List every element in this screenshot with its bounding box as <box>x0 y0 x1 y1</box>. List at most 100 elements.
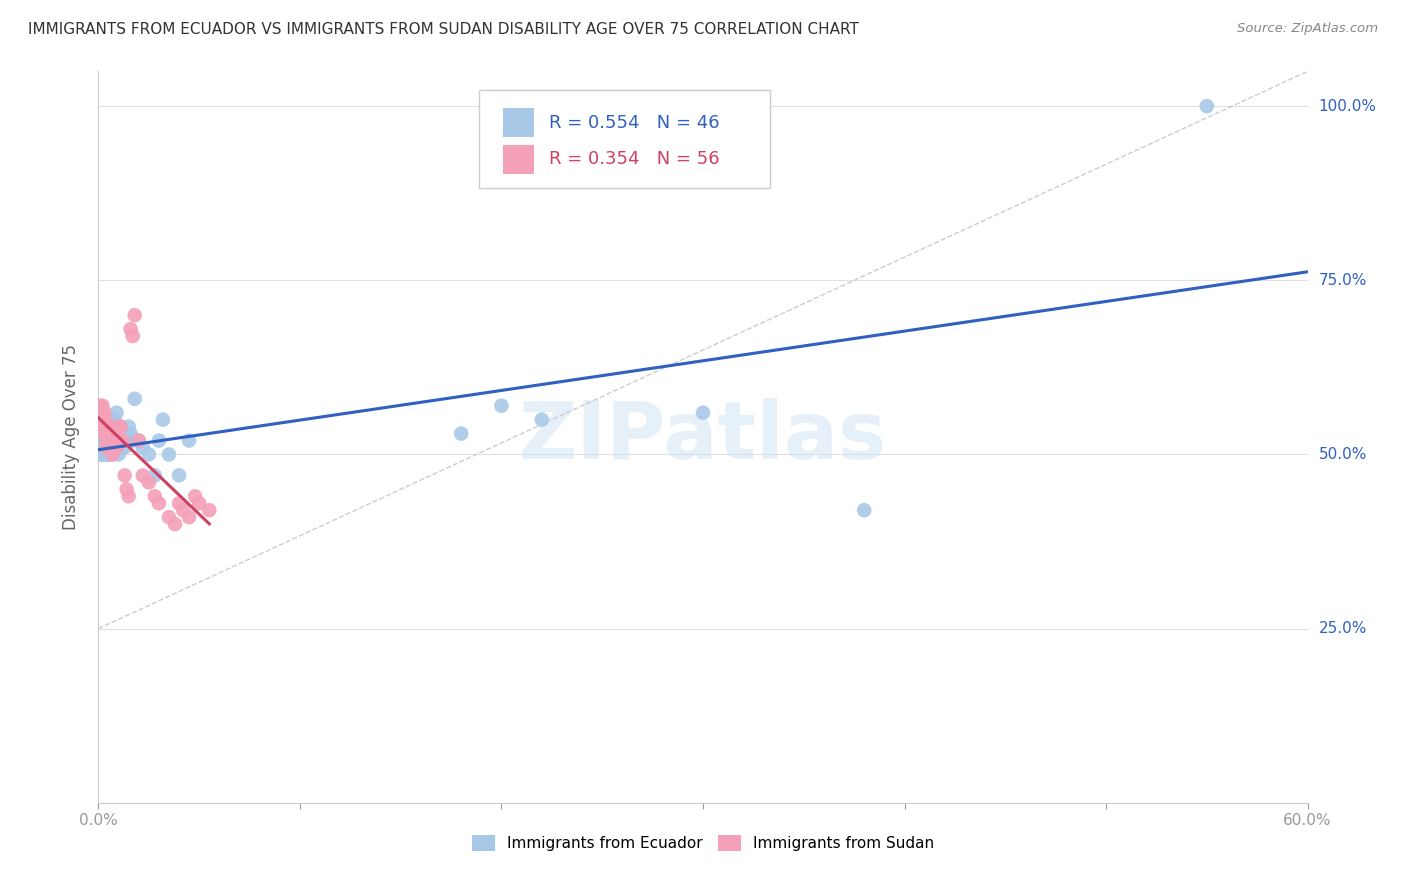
Point <box>89 406 111 420</box>
Point <box>93 419 115 434</box>
Text: ZIPatlas: ZIPatlas <box>519 398 887 476</box>
Point <box>100 434 122 448</box>
Point <box>91 412 114 426</box>
Point <box>105 406 128 420</box>
Point <box>91 399 114 413</box>
Point <box>163 517 186 532</box>
Point <box>491 399 513 413</box>
Point <box>114 468 136 483</box>
Point <box>100 434 122 448</box>
Point <box>103 412 125 426</box>
Point <box>100 448 122 462</box>
Point <box>138 475 160 490</box>
Point <box>121 434 143 448</box>
Point <box>103 426 125 441</box>
Point <box>188 496 211 510</box>
Point <box>120 426 142 441</box>
Point <box>167 496 190 510</box>
Bar <box>503 108 534 137</box>
Point <box>93 406 115 420</box>
Text: R = 0.554   N = 46: R = 0.554 N = 46 <box>550 113 720 131</box>
Point <box>148 434 170 448</box>
Point <box>107 448 129 462</box>
Point <box>198 503 221 517</box>
Point <box>157 510 180 524</box>
Point <box>110 419 132 434</box>
Point <box>121 329 143 343</box>
Point <box>93 434 115 448</box>
Point <box>128 434 150 448</box>
Point <box>853 503 876 517</box>
Point <box>692 406 714 420</box>
Point <box>97 441 120 455</box>
Point <box>107 434 129 448</box>
Point <box>97 434 120 448</box>
Point <box>97 426 120 441</box>
Point <box>91 406 114 420</box>
Point <box>96 426 118 441</box>
Point <box>450 426 472 441</box>
Text: R = 0.354   N = 56: R = 0.354 N = 56 <box>550 150 720 168</box>
Point <box>101 419 124 434</box>
Point <box>96 448 118 462</box>
Point <box>1195 99 1218 113</box>
Point <box>93 412 115 426</box>
Point <box>96 434 118 448</box>
Point <box>100 434 122 448</box>
Point <box>138 448 160 462</box>
Point <box>132 468 155 483</box>
Point <box>184 489 207 503</box>
Point <box>89 406 111 420</box>
Point <box>120 322 142 336</box>
Point <box>105 434 128 448</box>
Point <box>93 419 115 434</box>
Point <box>101 434 124 448</box>
Point <box>152 412 174 426</box>
Text: Source: ZipAtlas.com: Source: ZipAtlas.com <box>1237 22 1378 36</box>
Point <box>124 308 146 322</box>
Point <box>96 426 118 441</box>
Point <box>97 434 120 448</box>
Point <box>132 441 155 455</box>
Point <box>93 412 115 426</box>
Point <box>128 434 150 448</box>
FancyBboxPatch shape <box>479 90 769 188</box>
Point <box>97 434 120 448</box>
Point <box>103 426 125 441</box>
Point <box>172 503 194 517</box>
Point <box>89 448 111 462</box>
Point <box>97 426 120 441</box>
Point <box>89 399 111 413</box>
Point <box>143 489 166 503</box>
Point <box>96 419 118 434</box>
Point <box>157 448 180 462</box>
Point <box>93 448 115 462</box>
Legend: Immigrants from Ecuador, Immigrants from Sudan: Immigrants from Ecuador, Immigrants from… <box>465 830 941 857</box>
Point <box>91 419 114 434</box>
Text: 100.0%: 100.0% <box>1319 99 1376 113</box>
Point <box>530 412 553 426</box>
Point <box>118 419 141 434</box>
Point <box>111 434 134 448</box>
Point <box>101 448 124 462</box>
Point <box>107 419 129 434</box>
Text: 50.0%: 50.0% <box>1319 447 1367 462</box>
Point <box>124 392 146 406</box>
Point <box>91 448 114 462</box>
Bar <box>503 145 534 174</box>
Point <box>114 441 136 455</box>
Point <box>103 441 125 455</box>
Point <box>96 441 118 455</box>
Point <box>97 448 120 462</box>
Point <box>96 441 118 455</box>
Point <box>148 496 170 510</box>
Point <box>103 441 125 455</box>
Point <box>143 468 166 483</box>
Point <box>118 489 141 503</box>
Point <box>110 419 132 434</box>
Point <box>93 426 115 441</box>
Point <box>101 448 124 462</box>
Point <box>115 483 138 497</box>
Point <box>101 419 124 434</box>
Point <box>91 434 114 448</box>
